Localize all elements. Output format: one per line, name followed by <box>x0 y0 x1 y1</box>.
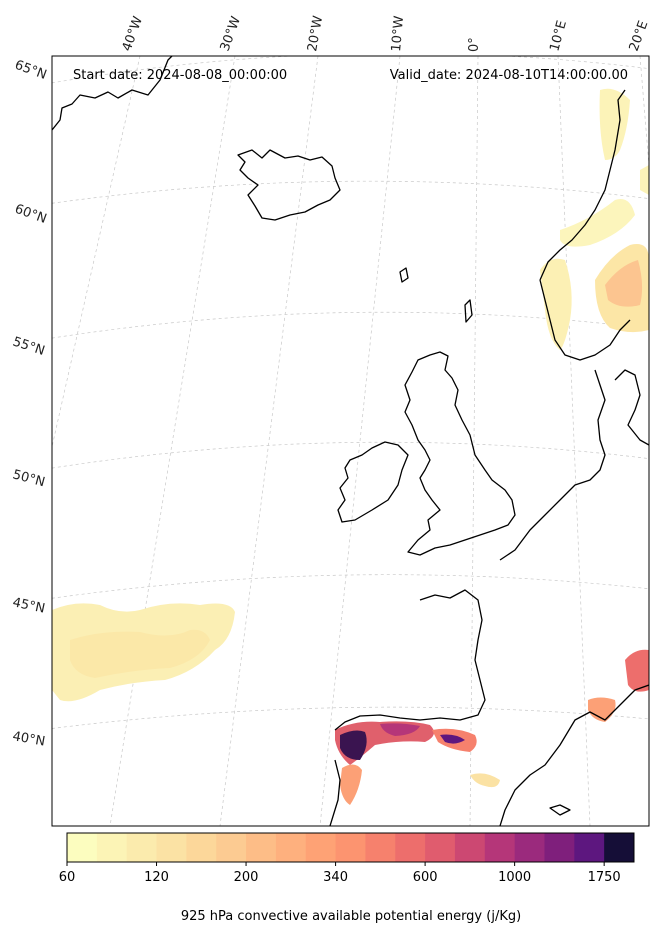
longitude-labels: 40°W 30°W 20°W 10°W 0° 10°E 20°E <box>120 14 652 53</box>
map-area <box>52 56 649 826</box>
lon-label-10e: 10°E <box>547 19 570 53</box>
colorbar-segment <box>514 833 545 862</box>
colorbar-segment <box>96 833 128 862</box>
colorbar-segment <box>395 833 426 862</box>
lat-label-60n: 60°N <box>13 202 49 227</box>
colorbar-tick-label: 600 <box>413 870 438 885</box>
colorbar-tick-label: 340 <box>323 870 348 885</box>
colorbar-tick-label: 1750 <box>588 870 621 885</box>
start-date-label: Start date: 2024-08-08_00:00:00 <box>73 68 287 83</box>
lon-label-20w: 20°W <box>305 15 326 53</box>
colorbar-tick-label: 1000 <box>498 870 531 885</box>
colorbar-segment <box>604 833 635 862</box>
map-border <box>51 55 650 827</box>
lat-label-50n: 50°N <box>11 467 47 490</box>
lat-label-55n: 55°N <box>11 335 47 359</box>
lat-label-45n: 45°N <box>11 595 46 616</box>
lon-label-10w: 10°W <box>389 15 407 52</box>
colorbar-ticks: 60 120 200 340 600 1000 1750 <box>59 862 621 885</box>
lon-label-20e: 20°E <box>627 19 652 54</box>
colorbar-title: 925 hPa convective available potential e… <box>181 909 521 924</box>
colorbar-segment <box>454 833 486 862</box>
colorbar-segment <box>186 833 217 862</box>
colorbar-segment <box>305 833 337 862</box>
longitude-gridlines <box>52 56 649 826</box>
colorbar-segment <box>67 833 98 862</box>
colorbar-segment <box>425 833 456 862</box>
latitude-labels: 65°N 60°N 55°N 50°N 45°N 40°N <box>11 58 49 750</box>
colorbar-tick-label: 60 <box>59 870 76 885</box>
colorbar-segment <box>246 833 277 862</box>
colorbar-segment <box>484 833 516 862</box>
lon-label-30w: 30°W <box>218 14 244 53</box>
colorbar-segment <box>365 833 396 862</box>
colorbar-tick-label: 120 <box>144 870 169 885</box>
lon-label-0: 0° <box>467 37 482 52</box>
colorbar-segment <box>156 833 187 862</box>
colorbar <box>67 833 635 862</box>
colorbar-border <box>66 832 635 863</box>
cape-shading <box>52 88 649 805</box>
valid-date-label: Valid_date: 2024-08-10T14:00:00.00 <box>390 68 628 83</box>
colorbar-tick-label: 200 <box>234 870 259 885</box>
colorbar-segment <box>574 833 605 862</box>
lon-label-40w: 40°W <box>120 14 146 53</box>
latitude-gridlines <box>52 56 649 729</box>
colorbar-segment <box>335 833 366 862</box>
colorbar-segment <box>216 833 247 862</box>
coastlines <box>52 56 649 826</box>
lat-label-40n: 40°N <box>11 729 46 749</box>
colorbar-segment <box>275 833 307 862</box>
lat-label-65n: 65°N <box>13 58 49 83</box>
colorbar-segment <box>126 833 158 862</box>
colorbar-segment <box>544 833 575 862</box>
